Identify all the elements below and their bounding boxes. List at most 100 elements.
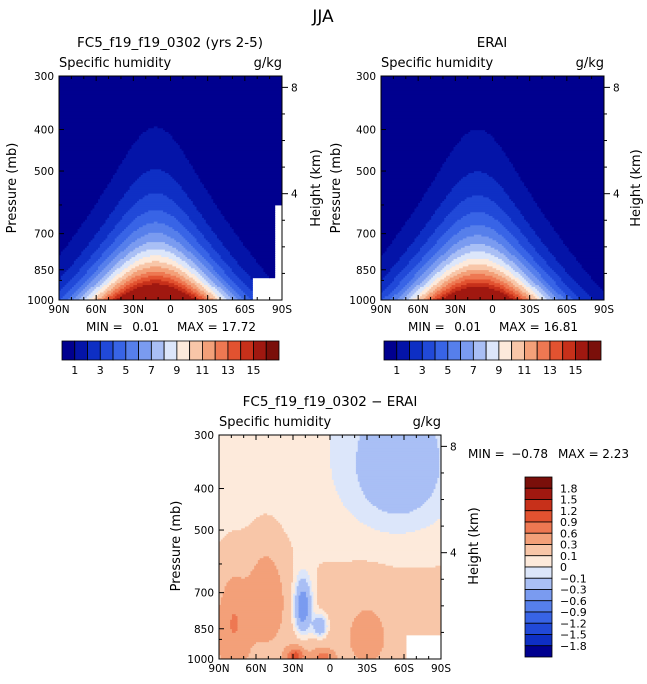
contour-cell xyxy=(187,257,198,260)
contour-cell xyxy=(342,504,374,507)
contour-cell xyxy=(298,608,309,612)
contour-cell xyxy=(403,292,410,295)
contour-cell xyxy=(293,623,296,626)
contour-cell xyxy=(291,584,296,587)
contour-cell xyxy=(407,273,416,277)
contour-cell xyxy=(219,644,255,647)
contour-cell xyxy=(219,455,331,458)
contour-cell xyxy=(357,446,438,449)
contour-cell xyxy=(109,281,116,284)
contour-cell xyxy=(170,236,185,239)
contour-cell xyxy=(492,260,505,264)
contour-cell xyxy=(242,244,276,247)
contour-cell xyxy=(125,288,134,292)
contour-cell xyxy=(231,530,285,533)
contour-cell xyxy=(318,563,387,567)
contour-cell xyxy=(503,292,510,295)
contour-cell xyxy=(94,272,101,275)
contour-cell xyxy=(177,219,192,223)
contour-cell xyxy=(170,251,183,254)
contour-cell xyxy=(103,298,108,300)
contour-cell xyxy=(59,160,123,163)
contour-cell xyxy=(410,285,417,288)
contour-cell xyxy=(272,638,301,641)
contour-cell xyxy=(120,296,192,299)
contour-cell xyxy=(429,236,442,239)
contour-cell xyxy=(124,214,142,217)
contour-cell xyxy=(511,232,523,236)
contour-cell xyxy=(293,569,301,572)
contour-cell xyxy=(437,440,441,444)
contour-cell xyxy=(219,606,285,610)
contour-cell xyxy=(433,491,441,494)
contour-cell xyxy=(172,258,183,262)
contour-cell xyxy=(59,100,282,103)
colorbar-label: 5 xyxy=(444,364,451,377)
contour-cell xyxy=(350,627,385,630)
contour-cell xyxy=(496,268,507,271)
contour-cell xyxy=(520,296,527,299)
contour-cell xyxy=(439,455,441,458)
contour-cell xyxy=(326,612,361,615)
contour-cell xyxy=(86,245,101,249)
contour-cell xyxy=(429,219,445,223)
contour-cell xyxy=(81,296,88,299)
contour-cell xyxy=(311,623,326,626)
panel-difference: FC5_f19_f19_0302 − ERAI Specific humidit… xyxy=(169,394,629,675)
contour-cell xyxy=(190,288,198,292)
contour-cell xyxy=(116,255,127,258)
contour-cell xyxy=(462,260,494,264)
contour-cell xyxy=(392,242,414,245)
contour-cell xyxy=(501,208,520,211)
contour-cell xyxy=(177,281,186,284)
contour-cell xyxy=(219,575,250,578)
colorbar-swatch xyxy=(214,340,229,361)
contour-cell xyxy=(168,225,185,228)
contour-cell xyxy=(59,113,282,116)
contour-cell xyxy=(202,296,207,299)
contour-cell xyxy=(226,582,283,585)
contour-cell xyxy=(203,277,211,281)
contour-cell xyxy=(449,277,460,281)
contour-cell xyxy=(280,575,294,578)
contour-cell xyxy=(200,288,207,292)
contour-cell xyxy=(189,242,199,245)
contour-cell xyxy=(118,201,138,204)
contour-cell xyxy=(311,619,314,623)
contour-cell xyxy=(470,251,486,254)
contour-cell xyxy=(187,158,282,161)
contour-cell xyxy=(131,268,144,271)
contour-cell xyxy=(512,234,525,238)
contour-cell xyxy=(211,285,218,288)
contour-cell xyxy=(59,238,73,241)
colorbar-label: 13 xyxy=(221,364,235,377)
contour-cell xyxy=(408,292,416,295)
contour-cell xyxy=(444,272,453,275)
contour-cell xyxy=(381,98,604,101)
contour-cell xyxy=(219,459,331,462)
contour-cell xyxy=(451,292,505,295)
contour-cell xyxy=(59,281,69,284)
contour-cell xyxy=(444,277,451,281)
contour-cell xyxy=(505,290,514,294)
contour-cell xyxy=(219,513,264,516)
contour-cell xyxy=(211,227,233,230)
contour-cell xyxy=(276,634,298,638)
contour-cell xyxy=(542,288,549,292)
contour-cell xyxy=(439,468,441,472)
contour-cell xyxy=(118,260,127,264)
contour-cell xyxy=(125,227,140,230)
contour-cell xyxy=(531,285,540,288)
colorbar-swatch xyxy=(536,340,551,361)
colorbar-label: 9 xyxy=(173,364,180,377)
contour-cell xyxy=(459,180,497,183)
colorbar-swatch xyxy=(87,340,101,361)
contour-cell xyxy=(289,644,300,647)
contour-cell xyxy=(434,253,445,256)
contour-cell xyxy=(490,279,501,282)
contour-cell xyxy=(426,500,441,503)
min-label: MIN = xyxy=(408,320,445,334)
contour-cell xyxy=(505,152,604,155)
contour-cell xyxy=(503,281,512,284)
contour-cell xyxy=(311,604,314,608)
